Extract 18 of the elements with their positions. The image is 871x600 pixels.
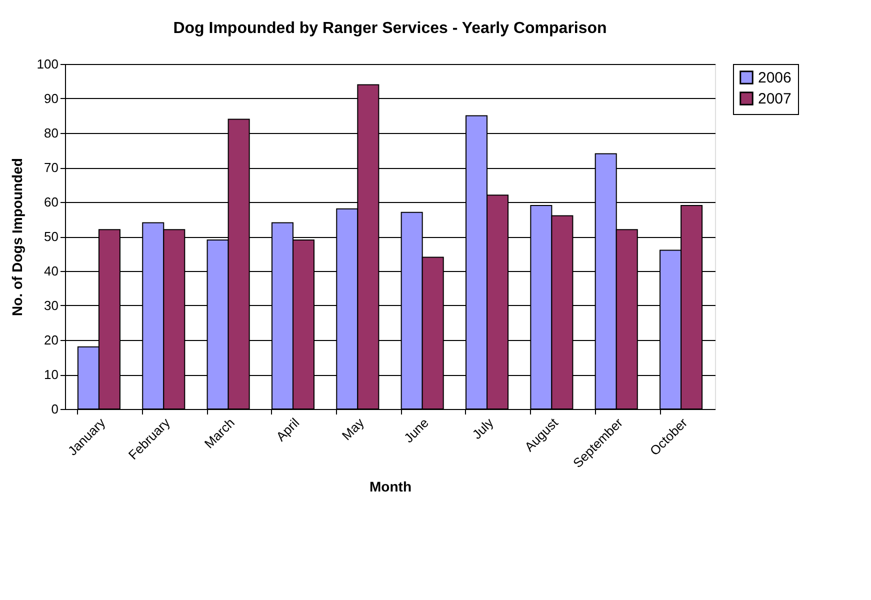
legend-label: 2007 [758, 90, 792, 108]
x-tick-label: July [469, 414, 497, 442]
y-axis-title: No. of Dogs Impounded [8, 158, 25, 316]
y-tick-label: 50 [44, 229, 58, 244]
y-tick-label: 40 [44, 264, 58, 278]
y-tick-label: 20 [44, 332, 58, 348]
y-tick-label: 0 [51, 402, 58, 416]
y-tick-label: 10 [44, 367, 58, 382]
y-tick-label: 30 [44, 298, 58, 313]
x-axis-title: Month [370, 478, 412, 495]
y-tick-label: 90 [44, 91, 58, 106]
x-tick-label: May [338, 414, 368, 444]
y-tick-label: 60 [44, 194, 58, 210]
chart-title: Dog Impounded by Ranger Services - Yearly Comparison [173, 20, 607, 37]
y-tick-label: 70 [44, 160, 58, 175]
legend-label: 2006 [758, 70, 792, 86]
y-tick-label: 100 [36, 56, 58, 72]
y-tick-label: 80 [44, 126, 58, 140]
